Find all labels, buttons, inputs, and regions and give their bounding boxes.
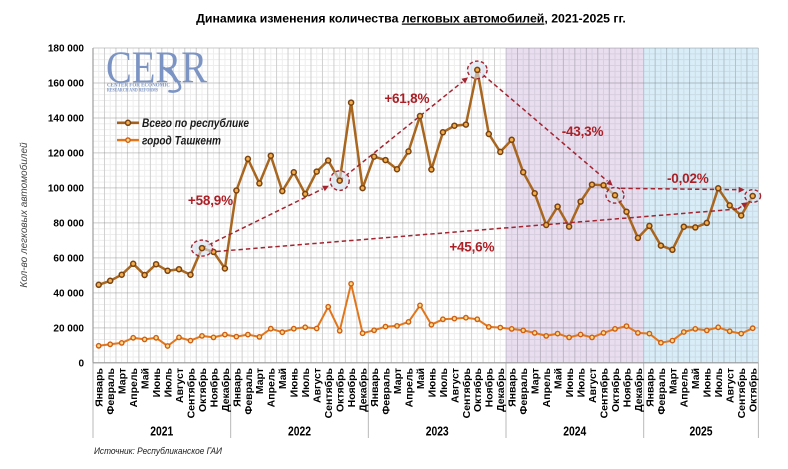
svg-text:Июнь: Июнь (426, 367, 438, 397)
svg-text:Апрель: Апрель (266, 367, 278, 407)
svg-text:Июль: Июль (438, 367, 450, 397)
svg-text:Ноябрь: Ноябрь (484, 367, 496, 407)
svg-text:Март: Март (392, 368, 404, 394)
svg-text:Всего по республике: Всего по республике (142, 118, 250, 130)
svg-text:120 000: 120 000 (48, 149, 85, 160)
svg-text:+58,9%: +58,9% (188, 193, 233, 208)
svg-text:+45,6%: +45,6% (449, 240, 494, 255)
svg-text:Май: Май (415, 368, 427, 389)
svg-text:Июль: Июль (576, 367, 588, 397)
svg-text:Апрель: Апрель (403, 367, 415, 407)
svg-text:Сентябрь: Сентябрь (598, 367, 610, 418)
svg-text:Июнь: Июнь (702, 367, 714, 397)
svg-text:Январь: Январь (644, 367, 656, 406)
svg-text:Январь: Январь (94, 367, 106, 406)
svg-text:Октябрь: Октябрь (197, 367, 209, 412)
svg-text:Июль: Июль (713, 367, 725, 397)
svg-text:-43,3%: -43,3% (562, 124, 604, 139)
svg-text:100 000: 100 000 (48, 184, 85, 195)
svg-text:Июнь: Июнь (564, 367, 576, 397)
svg-text:60 000: 60 000 (53, 254, 84, 265)
svg-text:Октябрь: Октябрь (472, 367, 484, 412)
svg-text:Июль: Июль (163, 367, 175, 397)
svg-text:160 000: 160 000 (48, 79, 85, 90)
svg-text:Февраль: Февраль (656, 367, 668, 414)
svg-text:Февраль: Февраль (105, 367, 117, 414)
svg-text:Февраль: Февраль (518, 367, 530, 414)
svg-text:-0,02%: -0,02% (667, 171, 709, 186)
svg-text:Декабрь: Декабрь (220, 367, 232, 411)
svg-text:город Ташкент: город Ташкент (142, 135, 221, 147)
svg-text:Август: Август (449, 368, 461, 403)
svg-text:Ноябрь: Ноябрь (346, 367, 358, 407)
svg-text:Кол-во легковых автомобилей: Кол-во легковых автомобилей (18, 142, 30, 288)
svg-text:Источник: Республиканское ГАИ: Источник: Республиканское ГАИ (94, 446, 222, 457)
svg-text:Март: Март (254, 368, 266, 394)
svg-text:0: 0 (78, 358, 84, 369)
svg-text:Декабрь: Декабрь (358, 367, 370, 411)
svg-text:Сентябрь: Сентябрь (185, 367, 197, 418)
svg-text:Ноябрь: Ноябрь (621, 367, 633, 407)
svg-text:Август: Август (312, 368, 324, 403)
svg-text:Сентябрь: Сентябрь (461, 367, 473, 418)
svg-text:80 000: 80 000 (53, 219, 84, 230)
svg-text:Январь: Январь (231, 367, 243, 406)
svg-text:Март: Март (530, 368, 542, 394)
svg-text:Декабрь: Декабрь (633, 367, 645, 411)
svg-text:Ноябрь: Ноябрь (208, 367, 220, 407)
svg-text:Июнь: Июнь (289, 367, 301, 397)
svg-text:Сентябрь: Сентябрь (736, 367, 748, 418)
svg-text:CENTER FOR ECONOMIC: CENTER FOR ECONOMIC (107, 84, 170, 89)
svg-text:Октябрь: Октябрь (610, 367, 622, 412)
svg-text:2022: 2022 (288, 425, 311, 439)
svg-text:Июль: Июль (300, 367, 312, 397)
svg-text:Январь: Январь (369, 367, 381, 406)
svg-text:Февраль: Февраль (243, 367, 255, 414)
svg-text:2023: 2023 (426, 425, 449, 439)
svg-text:RESEARCH AND REFORMS: RESEARCH AND REFORMS (107, 89, 158, 94)
svg-text:2021: 2021 (150, 425, 173, 439)
svg-text:Апрель: Апрель (128, 367, 140, 407)
svg-text:Март: Март (667, 368, 679, 394)
svg-text:Апрель: Апрель (541, 367, 553, 407)
svg-text:CERR: CERR (106, 43, 207, 93)
svg-text:Май: Май (140, 368, 152, 389)
svg-text:2024: 2024 (563, 425, 586, 439)
svg-text:Декабрь: Декабрь (495, 367, 507, 411)
svg-text:2025: 2025 (690, 425, 713, 439)
svg-text:Август: Август (174, 368, 186, 403)
svg-text:Август: Август (587, 368, 599, 403)
svg-text:Октябрь: Октябрь (748, 367, 760, 412)
svg-text:Динамика изменения количества: Динамика изменения количества легковых а… (196, 12, 626, 26)
svg-text:180 000: 180 000 (48, 44, 85, 55)
svg-text:Март: Март (117, 368, 129, 394)
svg-text:Январь: Январь (507, 367, 519, 406)
svg-text:Сентябрь: Сентябрь (323, 367, 335, 418)
svg-text:Июнь: Июнь (151, 367, 163, 397)
svg-text:Август: Август (725, 368, 737, 403)
svg-text:20 000: 20 000 (53, 323, 84, 334)
svg-text:Май: Май (690, 368, 702, 389)
svg-text:140 000: 140 000 (48, 114, 85, 125)
svg-text:Октябрь: Октябрь (335, 367, 347, 412)
svg-text:Май: Май (277, 368, 289, 389)
svg-text:+61,8%: +61,8% (384, 91, 429, 106)
svg-text:Май: Май (553, 368, 565, 389)
svg-text:40 000: 40 000 (53, 288, 84, 299)
svg-text:Апрель: Апрель (679, 367, 691, 407)
svg-text:Февраль: Февраль (380, 367, 392, 414)
